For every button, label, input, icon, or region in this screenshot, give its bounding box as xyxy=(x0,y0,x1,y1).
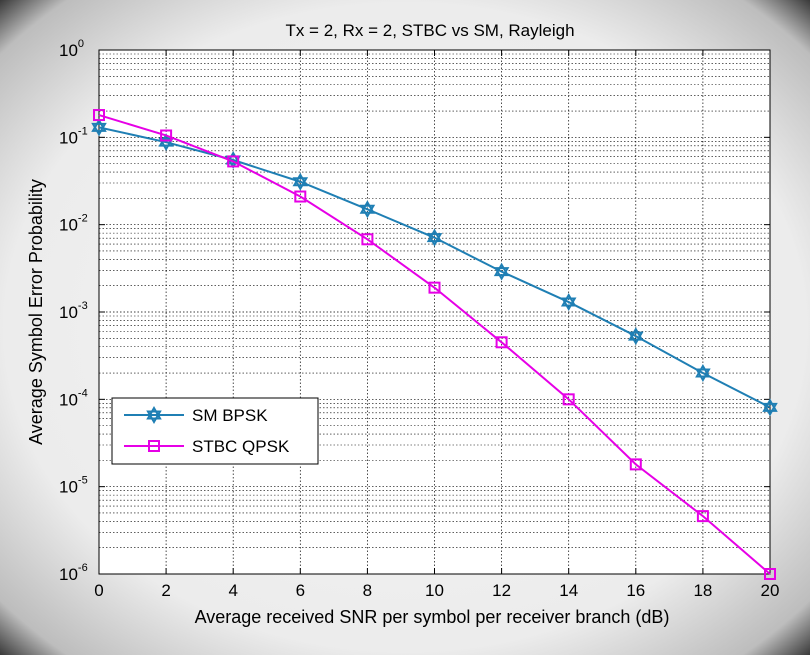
chart-title: Tx = 2, Rx = 2, STBC vs SM, Rayleigh xyxy=(285,21,574,40)
x-tick-label: 2 xyxy=(161,581,170,600)
data-point-sm-bpsk xyxy=(762,398,778,417)
x-tick-label: 18 xyxy=(693,581,712,600)
legend-marker-hexagram xyxy=(146,405,162,425)
legend-marker-stbc-qpsk xyxy=(148,440,160,452)
series-layer xyxy=(91,109,778,580)
data-point-stbc-qpsk xyxy=(93,109,105,122)
series-line-sm-bpsk xyxy=(98,126,771,409)
y-tick-label: 100 xyxy=(59,38,84,60)
data-point-stbc-qpsk xyxy=(696,510,709,523)
x-tick-label: 10 xyxy=(425,581,444,600)
y-axis-label: Average Symbol Error Probability xyxy=(26,179,46,445)
data-point-sm-bpsk xyxy=(493,262,510,281)
plot-area xyxy=(99,50,770,574)
x-tick-label: 4 xyxy=(228,581,237,600)
y-tick-label: 10-3 xyxy=(59,300,88,322)
x-tick-label: 20 xyxy=(761,581,780,600)
data-point-stbc-qpsk xyxy=(294,190,307,203)
y-tick-label: 10-5 xyxy=(59,475,88,497)
data-point-stbc-qpsk xyxy=(764,568,776,580)
legend: SM BPSK STBC QPSK xyxy=(111,397,319,465)
data-point-stbc-qpsk xyxy=(227,155,240,168)
data-point-sm-bpsk xyxy=(628,327,644,346)
data-point-sm-bpsk xyxy=(560,293,577,312)
y-axis-ticks: 100 10-1 10-2 10-3 10-4 10-5 10-6 xyxy=(59,38,770,584)
x-tick-label: 14 xyxy=(559,581,578,600)
data-point-sm-bpsk xyxy=(426,228,443,247)
x-tick-label: 0 xyxy=(94,581,103,600)
data-point-stbc-qpsk xyxy=(160,129,173,142)
data-point-sm-bpsk xyxy=(695,364,711,383)
series-line-stbc-qpsk xyxy=(98,114,771,575)
y-tick-label: 10-2 xyxy=(59,213,88,235)
x-tick-label: 6 xyxy=(296,581,305,600)
legend-marker-sm-bpsk xyxy=(146,405,162,425)
legend-box xyxy=(111,397,319,465)
x-axis-label: Average received SNR per symbol per rece… xyxy=(195,607,670,627)
y-tick-label: 10-6 xyxy=(59,562,88,584)
data-point-stbc-qpsk xyxy=(495,336,508,349)
legend-marker-square xyxy=(148,440,160,452)
x-tick-label: 12 xyxy=(492,581,511,600)
data-point-sm-bpsk xyxy=(292,172,309,191)
x-tick-label: 8 xyxy=(363,581,372,600)
y-tick-label: 10-1 xyxy=(59,125,88,147)
x-tick-label: 16 xyxy=(626,581,645,600)
legend-label-sm-bpsk: SM BPSK xyxy=(192,406,268,425)
data-point-stbc-qpsk xyxy=(428,281,441,294)
legend-label-stbc-qpsk: STBC QPSK xyxy=(192,437,290,456)
data-point-stbc-qpsk xyxy=(629,458,642,471)
data-point-sm-bpsk xyxy=(359,200,376,219)
x-axis-ticks: 0 2 4 6 8 10 12 14 16 18 20 xyxy=(94,50,779,600)
data-point-sm-bpsk xyxy=(91,118,107,137)
data-point-stbc-qpsk xyxy=(562,393,575,406)
y-tick-label: 10-4 xyxy=(59,387,88,409)
data-point-stbc-qpsk xyxy=(361,233,374,246)
